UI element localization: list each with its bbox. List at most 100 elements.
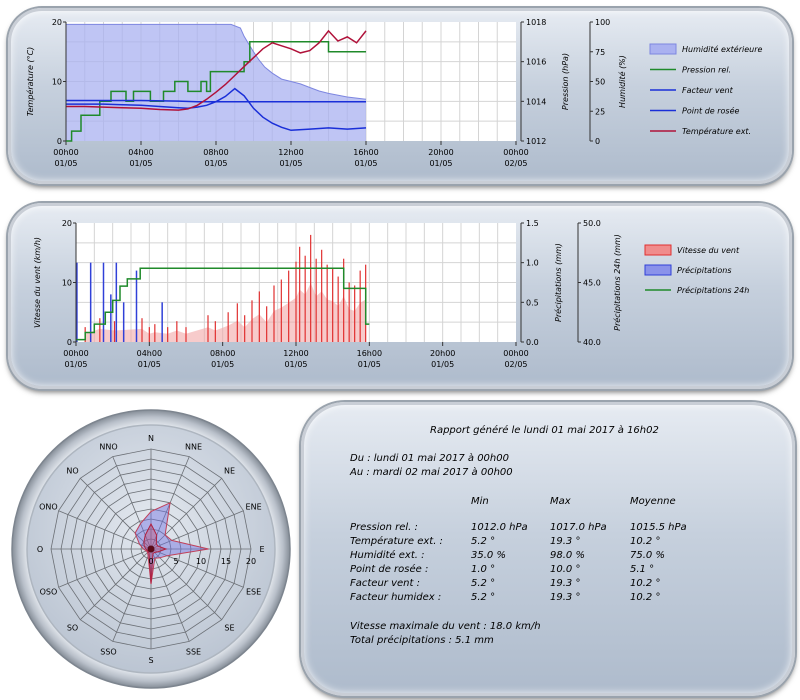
y-tick-label: 20 (52, 18, 62, 27)
axis-title: Humidité (%) (617, 55, 627, 108)
rose-direction-label: ENE (246, 503, 262, 512)
x-tick-label: 01/05 (138, 360, 161, 369)
rose-direction-label: NNE (185, 442, 202, 451)
rose-spoke (58, 510, 152, 550)
x-tick-label: 20h00 (430, 349, 455, 358)
x-tick-label: 02/05 (504, 360, 527, 369)
wind-factor-line (66, 87, 367, 132)
y-tick-label: 10 (52, 78, 62, 87)
y-tick-label: 0 (67, 338, 72, 347)
humidity-area-fill (66, 24, 366, 141)
rose-spoke (150, 548, 190, 642)
x-tick-label: 01/05 (211, 360, 234, 369)
x-tick-label: 02/05 (504, 159, 527, 168)
y-tick-label: 0.0 (526, 338, 539, 347)
y-tick-label: 20 (62, 219, 72, 228)
report-header-min: Min (471, 496, 489, 507)
report-row-min: 1.0 ° (471, 564, 496, 575)
rose-direction-label: NO (66, 467, 78, 476)
report-row-label: Température ext. : (350, 536, 443, 547)
legend-label: Vitesse du vent (677, 246, 740, 255)
report-row-min: 5.2 ° (471, 592, 496, 603)
report-row-avg: 10.2 ° (630, 536, 661, 547)
report-rain-total: Total précipitations : 5.1 mm (350, 635, 494, 646)
y-tick-label: 45.0 (583, 279, 601, 288)
rose-spoke (80, 548, 152, 620)
rose-radial-tick: 5 (173, 557, 178, 566)
rose-direction-label: ESE (246, 588, 261, 597)
legend-label: Pression rel. (682, 66, 731, 75)
y-tick-label: 1014 (526, 97, 546, 106)
legend-label: Précipitations (677, 265, 732, 275)
report-row-avg: 1015.5 hPa (630, 522, 687, 533)
rose-radial-tick: 0 (148, 557, 153, 566)
rose-radial-tick: 10 (196, 557, 206, 566)
rose-center-dot (147, 545, 155, 553)
rose-direction-label: SSE (186, 648, 201, 657)
area-swatch-icon (644, 264, 672, 276)
report-header-max: Max (550, 496, 571, 507)
rose-direction-label: N (148, 434, 154, 443)
y-tick-label: 40.0 (583, 338, 601, 347)
area-swatch-icon (649, 43, 677, 55)
axis-title: Vitesse du vent (km/h) (33, 237, 42, 328)
report-title: Rapport généré le lundi 01 mai 2017 à 16… (430, 425, 659, 436)
rose-spoke (150, 548, 244, 588)
rose-spoke (58, 548, 152, 588)
x-tick-label: 01/05 (64, 360, 87, 369)
report-row-label: Humidité ext. : (350, 550, 425, 561)
y-tick-label: 25 (595, 107, 605, 116)
rose-spoke (112, 456, 152, 550)
legend-label: Température ext. (682, 126, 751, 136)
y-tick-label: 75 (595, 48, 605, 57)
x-tick-label: 00h00 (503, 148, 528, 157)
report-wind-max: Vitesse maximale du vent : 18.0 km/h (350, 621, 541, 632)
report-row-max: 98.0 % (550, 550, 585, 561)
axis-title: Précipitations (mm) (553, 243, 563, 322)
rose-direction-label: SE (224, 624, 234, 633)
y-tick-label: 10 (62, 279, 72, 288)
pressure-line (66, 41, 366, 142)
x-tick-label: 20h00 (428, 148, 453, 157)
legend-label: Précipitations 24h (677, 285, 749, 295)
report-period-from: Du : lundi 01 mai 2017 à 00h00 (350, 453, 509, 464)
report-row-max: 10.0 ° (550, 564, 581, 575)
report-header-avg: Moyenne (630, 496, 676, 507)
temperature-pressure-humidity-chart: 00h00 01/05 04h00 01/05 08h00 01/05 12h00 01/05… (25, 18, 763, 168)
x-tick-label: 01/05 (354, 159, 377, 168)
x-tick-label: 01/05 (54, 159, 77, 168)
wind-precipitation-chart: 00h00 01/05 04h00 01/05 08h00 01/05 12h00 01/05… (33, 219, 749, 369)
area-swatch-icon (644, 244, 672, 256)
report-row-avg: 10.2 ° (630, 592, 661, 603)
axis-title: Pression (hPa) (561, 53, 570, 110)
y-tick-label: 0 (57, 137, 62, 146)
rose-series-area (143, 522, 168, 585)
report-row-avg: 5.1 ° (630, 564, 655, 575)
y-tick-label: 1.0 (526, 259, 539, 268)
report-row-max: 19.3 ° (550, 578, 581, 589)
rose-direction-label: NE (224, 467, 235, 476)
report-row-min: 35.0 % (471, 550, 506, 561)
y-tick-label: 1012 (526, 137, 546, 146)
x-tick-label: 04h00 (128, 148, 153, 157)
legend-label: Point de rosée (682, 106, 740, 116)
humidity-area (66, 23, 367, 100)
x-tick-label: 01/05 (279, 159, 302, 168)
x-tick-label: 00h00 (503, 349, 528, 358)
y-tick-label: 1.5 (526, 219, 539, 228)
report-row-max: 19.3 ° (550, 592, 581, 603)
rose-direction-label: S (148, 656, 153, 665)
report-row-max: 19.3 ° (550, 536, 581, 547)
rose-spoke (150, 548, 222, 620)
rose-radial-tick: 20 (246, 557, 256, 566)
x-tick-label: 00h00 (53, 148, 78, 157)
report-row-label: Point de rosée : (350, 564, 429, 575)
report-row-avg: 75.0 % (630, 550, 665, 561)
rose-spoke (150, 478, 222, 550)
y-tick-label: 50.0 (583, 219, 601, 228)
report-row-min: 5.2 ° (471, 536, 496, 547)
legend-label: Humidité extérieure (682, 44, 763, 54)
y-tick-label: 0 (595, 137, 600, 146)
wind-rose-chart: N NNE NE ENE E ESE SE SSE S SSO SO OSO O ONO NO NNO 0 5 10… (11, 409, 291, 689)
temperature-line (66, 29, 367, 111)
